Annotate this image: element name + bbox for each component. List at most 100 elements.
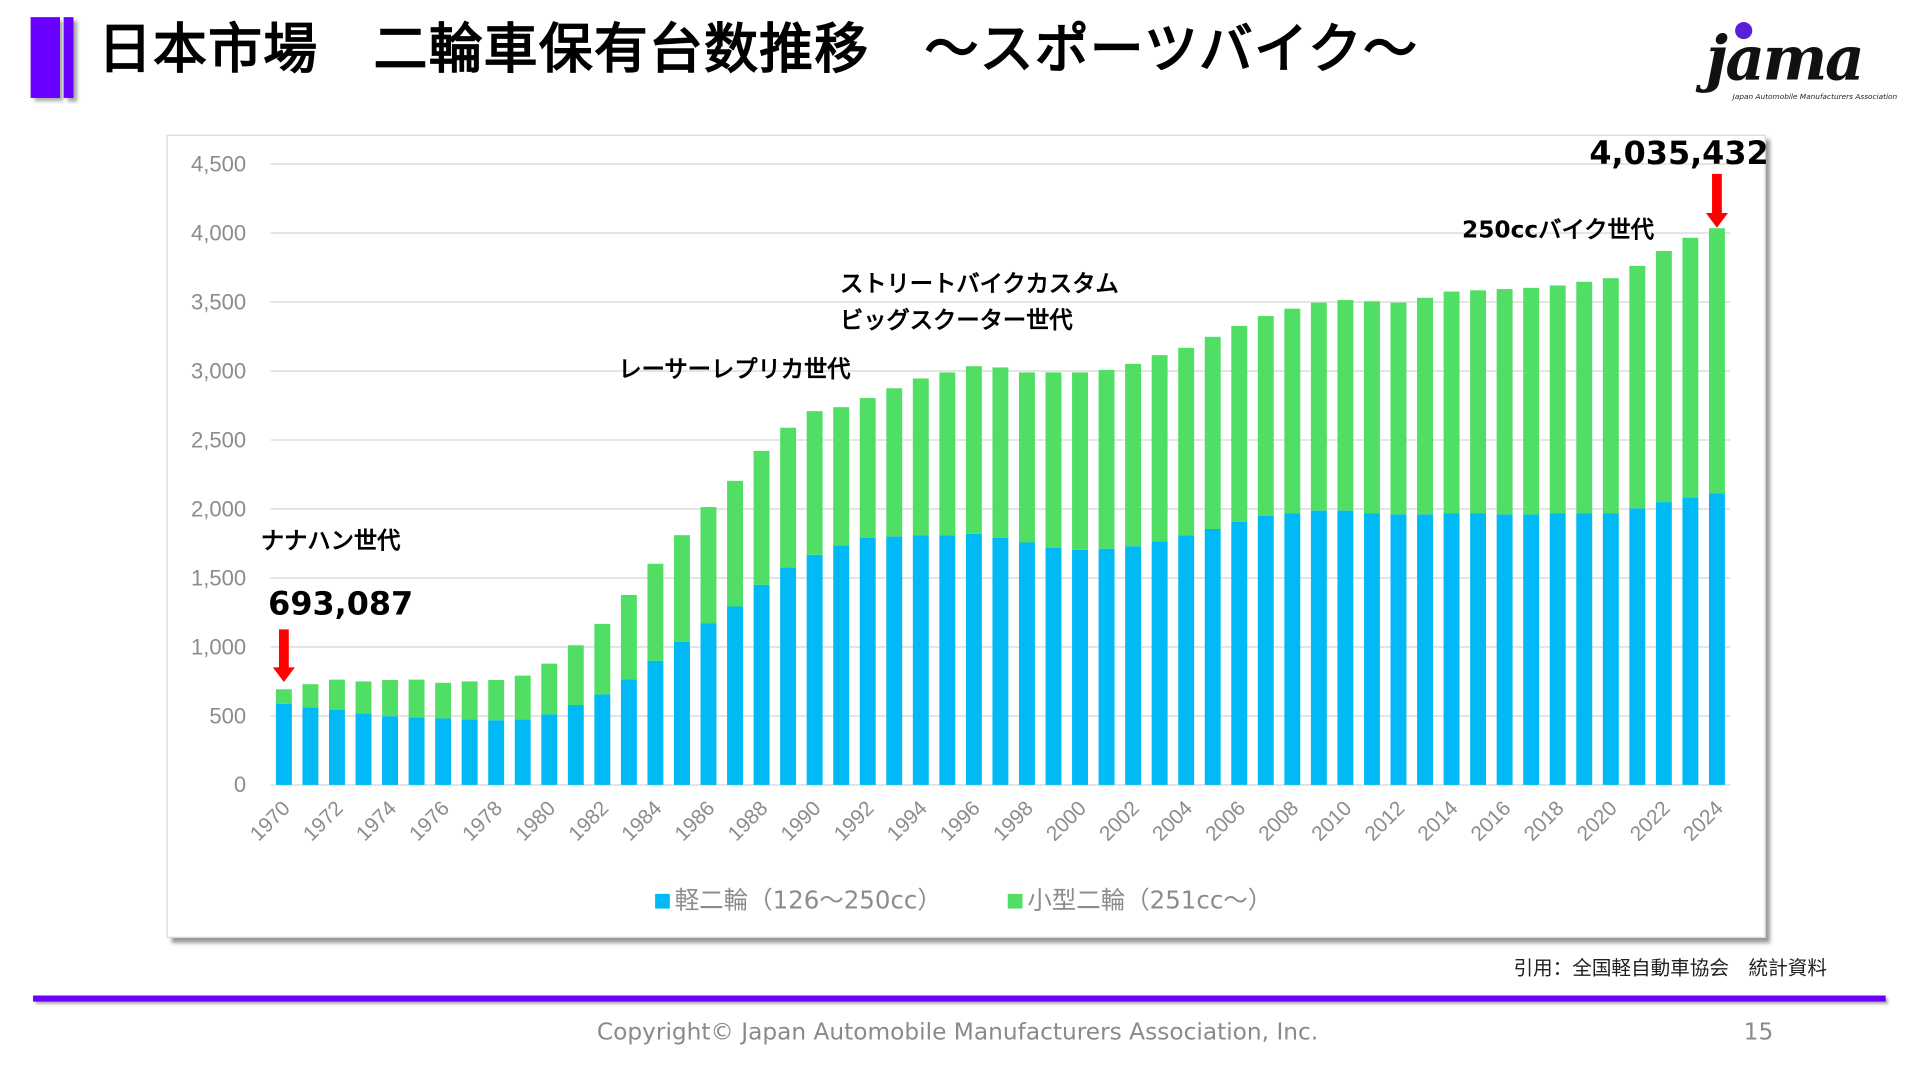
bar-small-1987 bbox=[727, 480, 743, 607]
bar-light-2016 bbox=[1496, 514, 1513, 785]
bar-light-1985 bbox=[673, 641, 690, 785]
y-tick-label: 2,000 bbox=[191, 496, 246, 521]
logo-dot bbox=[1735, 22, 1753, 40]
bar-light-1989 bbox=[780, 567, 797, 785]
bar-light-1999 bbox=[1045, 547, 1062, 785]
bar-small-1997 bbox=[992, 367, 1009, 538]
bar-small-2003 bbox=[1151, 355, 1168, 542]
y-tick-label: 2,500 bbox=[191, 427, 246, 452]
arrow-head bbox=[1705, 213, 1728, 228]
bar-small-2009 bbox=[1310, 302, 1327, 511]
bar-light-1987 bbox=[727, 606, 743, 785]
x-tick-label: 1974 bbox=[352, 797, 401, 846]
x-tick-label: 2020 bbox=[1573, 797, 1622, 846]
bar-light-2014 bbox=[1443, 513, 1460, 785]
bar-light-2011 bbox=[1363, 513, 1380, 785]
bar-light-1976 bbox=[435, 718, 452, 785]
bar-light-1970 bbox=[275, 703, 292, 785]
x-tick-label: 1982 bbox=[564, 797, 613, 846]
bar-small-1971 bbox=[302, 684, 319, 708]
y-tick-label: 3,000 bbox=[191, 358, 246, 383]
bar-small-2015 bbox=[1470, 290, 1487, 514]
y-tick-label: 4,500 bbox=[191, 151, 246, 176]
y-tick-label: 0 bbox=[234, 772, 246, 797]
bar-small-1996 bbox=[965, 366, 982, 534]
bar-small-1999 bbox=[1045, 372, 1062, 548]
x-tick-label: 1990 bbox=[777, 797, 826, 846]
footer-divider bbox=[33, 995, 1886, 1002]
bar-light-2008 bbox=[1284, 513, 1301, 785]
annotation-250cc: 250ccバイク世代 bbox=[1462, 216, 1655, 244]
y-tick-label: 500 bbox=[209, 703, 246, 728]
legend-label: 小型二輪（251cc～） bbox=[1027, 886, 1272, 915]
bar-small-2018 bbox=[1549, 285, 1566, 514]
bar-small-1995 bbox=[939, 372, 956, 536]
annotation-nanahan: ナナハン世代 bbox=[260, 527, 401, 555]
bar-small-2004 bbox=[1178, 347, 1195, 536]
bar-light-1977 bbox=[461, 719, 478, 785]
bar-small-1989 bbox=[780, 427, 797, 568]
bar-light-2013 bbox=[1417, 514, 1433, 785]
bar-light-1993 bbox=[886, 536, 903, 785]
y-tick-label: 3,500 bbox=[191, 289, 246, 314]
bar-light-1988 bbox=[753, 584, 770, 785]
jama-logo: jama Japan Automobile Manufacturers Asso… bbox=[1696, 15, 1898, 103]
x-tick-label: 2024 bbox=[1679, 797, 1728, 846]
bar-small-1984 bbox=[647, 563, 664, 661]
bar-light-2010 bbox=[1337, 510, 1354, 785]
bar-small-2011 bbox=[1363, 301, 1380, 514]
arrow-shaft bbox=[1712, 173, 1722, 216]
bar-light-1998 bbox=[1018, 542, 1035, 785]
bar-small-1998 bbox=[1018, 372, 1035, 543]
bar-light-1983 bbox=[620, 679, 637, 785]
x-tick-label: 1976 bbox=[405, 797, 454, 846]
bar-light-2009 bbox=[1310, 510, 1327, 785]
bar-light-1996 bbox=[965, 533, 982, 785]
bar-light-2020 bbox=[1602, 513, 1619, 785]
arrow-shaft bbox=[278, 629, 289, 670]
chart-container: 0 500 1,000 1,500 2,000 2,500 3,000 3,500 4,000 4… bbox=[166, 134, 1769, 938]
x-tick-label: 2010 bbox=[1307, 797, 1356, 846]
x-tick-label: 1992 bbox=[830, 797, 879, 846]
bar-light-2000 bbox=[1072, 549, 1088, 785]
bar-light-1978 bbox=[488, 720, 505, 785]
annotation-street-custom: ストリートバイクカスタム bbox=[840, 270, 1119, 298]
bar-light-2002 bbox=[1125, 546, 1142, 785]
bar-small-2013 bbox=[1417, 297, 1433, 515]
x-tick-label: 1972 bbox=[299, 797, 348, 846]
logo-wordmark: jama bbox=[1705, 22, 1865, 95]
legend-swatch bbox=[1007, 893, 1023, 909]
copyright: Copyright© Japan Automobile Manufacturer… bbox=[596, 1018, 1319, 1046]
bar-light-2012 bbox=[1390, 514, 1407, 785]
x-tick-label: 1994 bbox=[883, 797, 932, 846]
x-tick-label: 1978 bbox=[458, 797, 507, 846]
bar-light-1991 bbox=[833, 545, 850, 785]
bar-small-1985 bbox=[673, 535, 690, 642]
bar-small-1975 bbox=[408, 679, 425, 718]
bar-small-2022 bbox=[1655, 250, 1672, 503]
bar-small-2023 bbox=[1682, 237, 1699, 498]
bar-small-2012 bbox=[1390, 302, 1407, 515]
x-tick-label: 2018 bbox=[1520, 797, 1569, 846]
bar-small-1990 bbox=[806, 411, 823, 555]
annotation-racer-replica: レーサーレプリカ世代 bbox=[618, 356, 851, 384]
bar-light-1974 bbox=[382, 716, 398, 785]
x-tick-label: 2002 bbox=[1095, 797, 1144, 846]
title-accent-bar bbox=[30, 17, 61, 98]
bar-light-1992 bbox=[859, 537, 876, 785]
bar-small-1982 bbox=[594, 623, 611, 695]
bar-light-2019 bbox=[1576, 513, 1593, 785]
bar-small-1994 bbox=[912, 378, 929, 536]
bar-small-2020 bbox=[1602, 278, 1619, 514]
page-number: 15 bbox=[1743, 1018, 1774, 1046]
bar-light-2017 bbox=[1523, 514, 1540, 785]
bar-small-2002 bbox=[1125, 363, 1142, 547]
bar-light-2023 bbox=[1682, 497, 1699, 785]
annotation-start-value: 693,087 bbox=[268, 586, 414, 624]
x-tick-label: 2014 bbox=[1413, 797, 1462, 846]
bar-light-1981 bbox=[567, 705, 584, 785]
bar-light-1982 bbox=[594, 694, 611, 785]
bar-small-1979 bbox=[514, 675, 531, 720]
title-accent-bar-thin bbox=[63, 17, 74, 98]
